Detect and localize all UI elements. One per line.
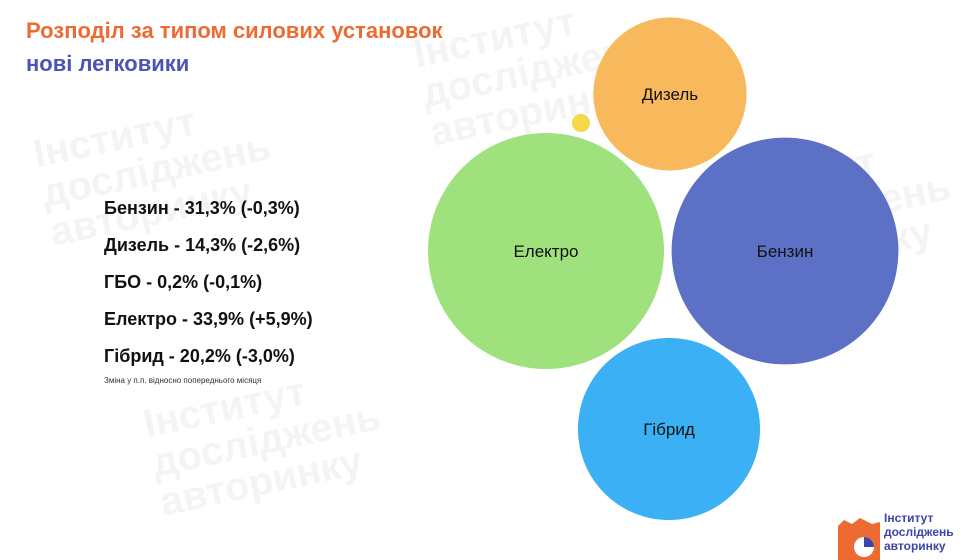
footnote: Зміна у п.п. відносно попереднього місяц… <box>104 376 262 385</box>
logo-line: Інститут <box>884 511 934 525</box>
chart-title: Розподіл за типом силових установок <box>26 18 443 43</box>
bubble-Дизель: Дизель <box>593 17 747 171</box>
bubble-label: Дизель <box>642 85 698 104</box>
stat-benzyn: Бензин - 31,3% (-0,3%) <box>104 198 300 218</box>
stats-list: Бензин - 31,3% (-0,3%) Дизель - 14,3% (-… <box>104 196 313 381</box>
logo-line: досліджень <box>884 525 954 539</box>
bubble-circle <box>577 337 761 521</box>
stat-gbo: ГБО - 0,2% (-0,1%) <box>104 272 263 292</box>
logo-line: авторинку <box>884 539 946 553</box>
bubble-circle <box>593 17 747 171</box>
stat-dyzel: Дизель - 14,3% (-2,6%) <box>104 235 301 255</box>
bubble-label: Бензин <box>757 242 814 261</box>
bubble-ГБО <box>571 113 591 133</box>
stat-hybryd: Гібрид - 20,2% (-3,0%) <box>104 346 295 366</box>
bubble-circle <box>671 137 899 365</box>
bubble-Бензин: Бензин <box>671 137 899 365</box>
bubble-Гібрид: Гібрид <box>577 337 761 521</box>
bubble-label: Електро <box>513 242 578 261</box>
stat-elektro: Електро - 33,9% (+5,9%) <box>104 309 313 329</box>
bubble-circle <box>571 113 591 133</box>
bubble-label: Гібрид <box>643 420 695 439</box>
bubble-circle <box>428 133 664 369</box>
logo-text: Інститут досліджень авторинку <box>884 511 954 553</box>
chart-subtitle: нові легковики <box>26 51 190 76</box>
bubble-Електро: Електро <box>428 133 664 369</box>
logo-mark-icon <box>838 518 880 560</box>
logo: Інститут досліджень авторинку <box>838 508 980 560</box>
